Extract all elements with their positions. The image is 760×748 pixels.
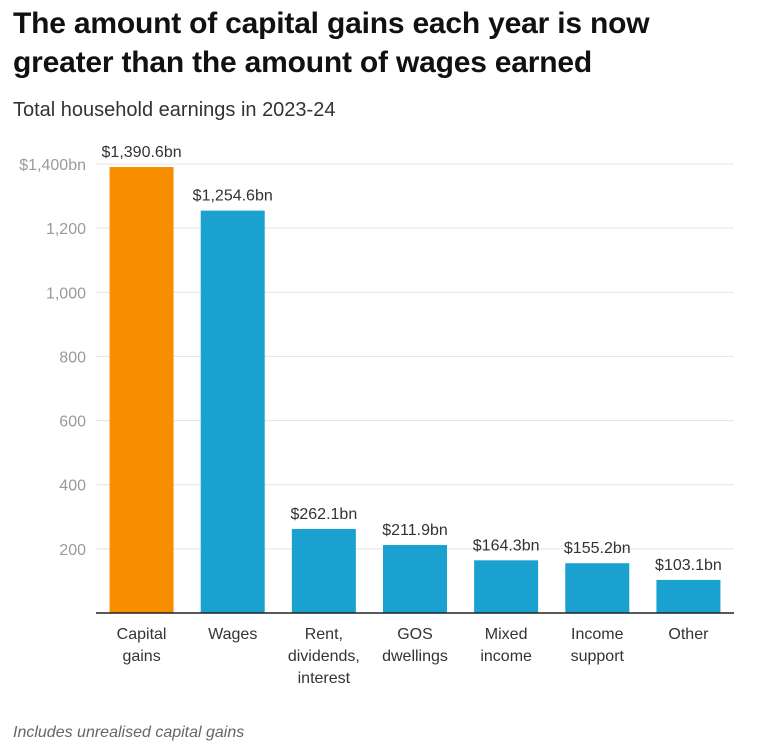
bar xyxy=(565,563,630,613)
x-axis: Capital gains Wages Rent, dividends, interest… xyxy=(117,626,709,687)
y-tick-label: 800 xyxy=(59,349,86,366)
y-tick-label: $1,400bn xyxy=(19,157,86,174)
y-tick-label: 600 xyxy=(59,414,86,431)
x-category-label-line: Rent, xyxy=(305,626,343,643)
x-category-label-line: income xyxy=(480,648,532,665)
x-category-label: Capital gains xyxy=(117,626,167,665)
bar xyxy=(656,579,721,613)
bar xyxy=(109,167,174,613)
bar-chart: 200 400 600 800 1,000 1,200 $1,400bn $1,390.6b… xyxy=(19,144,734,687)
gridlines xyxy=(96,163,734,550)
data-label: $164.3bn xyxy=(473,537,540,554)
x-category-label-line: interest xyxy=(298,670,351,687)
y-tick-label: 1,200 xyxy=(46,221,86,238)
y-tick-label: 200 xyxy=(59,542,86,559)
bar xyxy=(200,210,265,614)
x-category-label: Wages xyxy=(208,626,257,643)
bars xyxy=(109,167,721,614)
x-category-label-line: support xyxy=(571,648,625,665)
x-category-label-line: Capital xyxy=(117,626,167,643)
data-labels: $1,390.6bn $1,254.6bn $262.1bn $211.9bn $164… xyxy=(102,144,722,574)
chart-footnote: Includes unrealised capital gains xyxy=(13,724,245,741)
chart-title: The amount of capital gains each year is… xyxy=(13,7,650,79)
data-label: $103.1bn xyxy=(655,557,722,574)
x-category-label-line: GOS xyxy=(397,626,433,643)
x-category-label-line: Other xyxy=(668,626,709,643)
data-label: $155.2bn xyxy=(564,540,631,557)
x-category-label-line: gains xyxy=(122,648,160,665)
bar xyxy=(383,545,447,613)
y-tick-label: 1,000 xyxy=(46,285,86,302)
x-category-label-line: Income xyxy=(571,626,624,643)
y-axis: 200 400 600 800 1,000 1,200 $1,400bn xyxy=(19,157,86,559)
x-category-label: GOS dwellings xyxy=(382,626,448,665)
data-label: $1,254.6bn xyxy=(193,188,273,205)
x-category-label: Rent, dividends, interest xyxy=(288,626,360,687)
chart-subtitle: Total household earnings in 2023-24 xyxy=(13,99,336,121)
data-label: $211.9bn xyxy=(382,522,448,539)
x-category-label-line: Mixed xyxy=(485,626,528,643)
x-category-label-line: dwellings xyxy=(382,648,448,665)
x-category-label-line: dividends, xyxy=(288,648,360,665)
y-tick-label: 400 xyxy=(59,478,86,495)
bar xyxy=(291,528,356,613)
data-label: $262.1bn xyxy=(290,506,357,523)
data-label: $1,390.6bn xyxy=(102,144,182,161)
x-category-label-line: Wages xyxy=(208,626,257,643)
x-category-label: Other xyxy=(668,626,709,643)
x-category-label: Income support xyxy=(571,626,625,665)
bar xyxy=(474,560,539,613)
x-category-label: Mixed income xyxy=(480,626,532,665)
